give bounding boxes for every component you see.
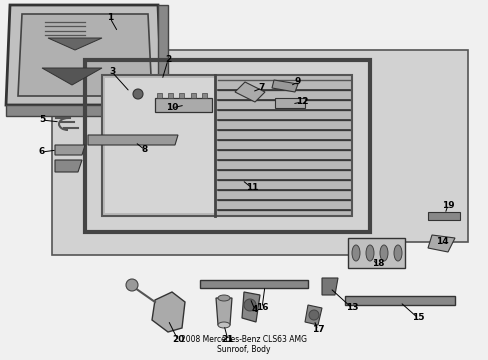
- Polygon shape: [274, 98, 305, 108]
- Text: 2: 2: [164, 55, 171, 64]
- Text: 16: 16: [255, 303, 268, 312]
- Polygon shape: [18, 14, 152, 96]
- Text: 5: 5: [39, 116, 45, 125]
- Bar: [202, 93, 206, 98]
- Text: 2008 Mercedes-Benz CLS63 AMG
Sunroof, Body: 2008 Mercedes-Benz CLS63 AMG Sunroof, Bo…: [181, 334, 306, 354]
- Text: 10: 10: [165, 104, 178, 112]
- Text: 14: 14: [435, 238, 447, 247]
- Text: 13: 13: [345, 303, 358, 312]
- Text: 1: 1: [107, 13, 113, 22]
- Polygon shape: [427, 212, 459, 220]
- Text: 15: 15: [411, 314, 424, 323]
- Text: 7: 7: [258, 84, 264, 93]
- Polygon shape: [55, 145, 85, 155]
- Ellipse shape: [393, 245, 401, 261]
- Polygon shape: [242, 292, 260, 322]
- Text: 9: 9: [294, 77, 301, 86]
- Ellipse shape: [365, 245, 373, 261]
- Polygon shape: [216, 298, 231, 325]
- Circle shape: [133, 89, 142, 99]
- Ellipse shape: [351, 245, 359, 261]
- Polygon shape: [105, 78, 215, 213]
- Bar: [157, 93, 162, 98]
- Bar: [168, 93, 173, 98]
- Polygon shape: [6, 5, 162, 105]
- Ellipse shape: [379, 245, 387, 261]
- Polygon shape: [48, 38, 102, 50]
- Polygon shape: [347, 238, 404, 268]
- Text: 21: 21: [221, 336, 234, 345]
- Circle shape: [244, 299, 256, 311]
- Polygon shape: [158, 5, 168, 105]
- Text: 3: 3: [109, 68, 115, 77]
- Bar: [179, 93, 184, 98]
- Polygon shape: [55, 160, 82, 172]
- Polygon shape: [155, 102, 170, 116]
- Polygon shape: [52, 50, 467, 255]
- Text: 20: 20: [171, 336, 184, 345]
- Polygon shape: [6, 105, 162, 116]
- Polygon shape: [271, 80, 297, 92]
- Polygon shape: [42, 68, 102, 85]
- Polygon shape: [345, 296, 454, 305]
- Text: 17: 17: [311, 325, 324, 334]
- Polygon shape: [305, 305, 321, 325]
- Bar: [190, 93, 195, 98]
- Polygon shape: [88, 135, 178, 145]
- Ellipse shape: [218, 295, 229, 301]
- Circle shape: [308, 310, 318, 320]
- Text: 18: 18: [371, 260, 384, 269]
- Polygon shape: [152, 292, 184, 332]
- Polygon shape: [155, 98, 212, 112]
- Polygon shape: [128, 88, 152, 100]
- Text: 4: 4: [251, 306, 258, 315]
- Polygon shape: [102, 75, 351, 216]
- Text: 11: 11: [245, 184, 258, 193]
- Polygon shape: [427, 235, 454, 252]
- Text: 19: 19: [441, 201, 453, 210]
- Text: 12: 12: [295, 98, 307, 107]
- Polygon shape: [321, 278, 337, 295]
- Polygon shape: [235, 82, 264, 102]
- Circle shape: [126, 279, 138, 291]
- Text: 6: 6: [39, 148, 45, 157]
- Ellipse shape: [218, 322, 229, 328]
- Polygon shape: [200, 280, 307, 288]
- Text: 8: 8: [142, 145, 148, 154]
